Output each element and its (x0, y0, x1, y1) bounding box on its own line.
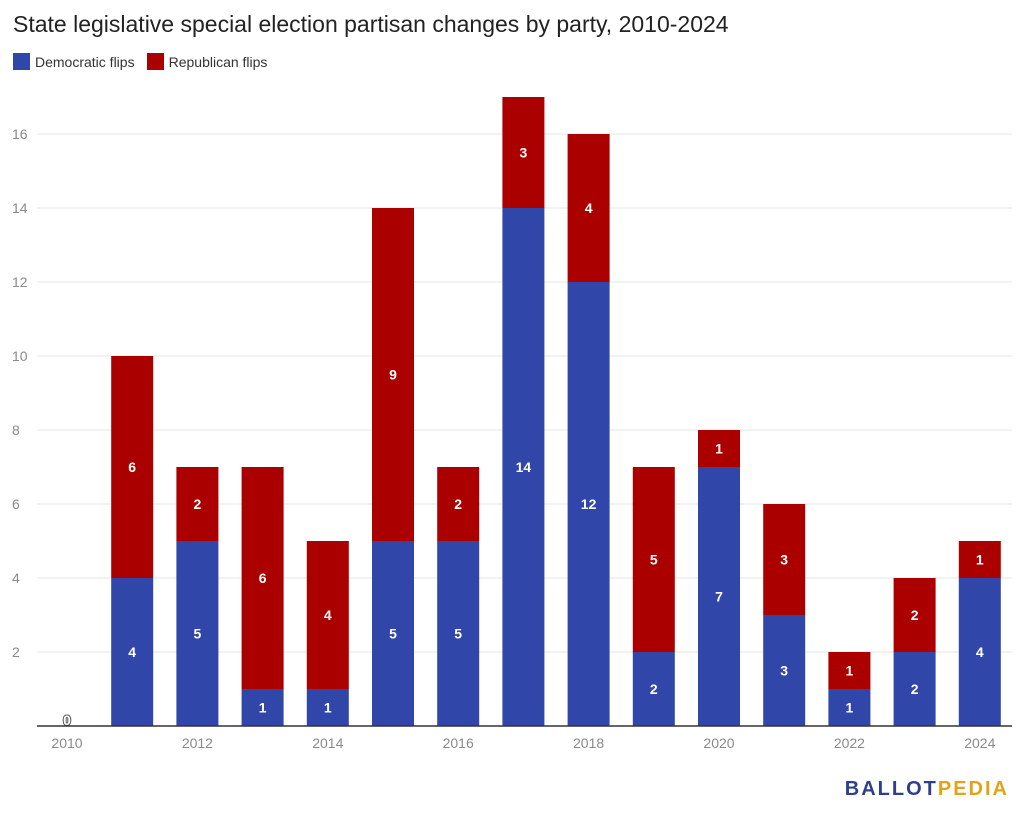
bar-republican (698, 430, 740, 467)
bar-democratic (698, 467, 740, 726)
legend-label-republican: Republican flips (168, 53, 268, 70)
y-tick-label: 4 (12, 570, 20, 586)
legend-item-republican: Republican flips (146, 53, 268, 70)
data-label-democratic: 5 (454, 626, 462, 642)
bar-republican (176, 467, 219, 541)
data-label-republican: 4 (324, 607, 332, 623)
bar-republican (437, 467, 480, 541)
data-label-republican: 2 (454, 496, 462, 512)
logo-part-pedia: PEDIA (937, 778, 1009, 800)
legend: Democratic flips Republican flips (13, 53, 279, 70)
legend-label-democratic: Democratic flips (35, 53, 135, 70)
data-label-democratic: 2 (650, 681, 658, 697)
bar-democratic (176, 541, 219, 726)
x-tick-label: 2020 (703, 735, 734, 751)
data-label-democratic: 1 (846, 700, 854, 716)
x-tick-label: 2024 (964, 735, 995, 751)
bar-democratic (241, 689, 284, 726)
bar-democratic (763, 615, 806, 726)
data-label-republican: 5 (650, 552, 658, 568)
data-label-democratic: 3 (780, 663, 788, 679)
bar-democratic (502, 208, 545, 726)
bar-democratic (437, 541, 480, 726)
data-label-democratic: 5 (194, 626, 202, 642)
y-tick-label: 12 (12, 274, 28, 290)
bar-republican (763, 504, 806, 615)
y-tick-label: 8 (12, 422, 20, 438)
data-label-republican: 2 (911, 607, 919, 623)
bar-democratic (958, 578, 1001, 726)
data-label-democratic: 2 (911, 681, 919, 697)
bar-democratic (567, 282, 610, 726)
bar-democratic (372, 541, 414, 726)
legend-item-democratic: Democratic flips (13, 53, 135, 70)
data-label-democratic: 1 (259, 700, 267, 716)
x-tick-label: 2016 (443, 735, 474, 751)
bar-republican (111, 356, 154, 578)
y-tick-label: 14 (12, 200, 28, 216)
chart-title: State legislative special election parti… (13, 11, 729, 37)
bar-republican (958, 541, 1001, 578)
data-label-republican: 4 (585, 200, 593, 216)
data-label-republican: 6 (259, 570, 267, 586)
data-label-democratic: 14 (516, 459, 532, 475)
y-tick-label: 10 (12, 348, 28, 364)
bar-republican (567, 134, 610, 282)
data-label-democratic: 1 (324, 700, 332, 716)
legend-swatch-republican (146, 53, 164, 70)
x-tick-label: 2014 (312, 735, 343, 751)
bar-democratic (632, 652, 675, 726)
data-label-democratic: 7 (715, 589, 723, 605)
data-label-democratic: 5 (389, 626, 397, 642)
data-label-republican: 2 (194, 496, 202, 512)
legend-swatch-democratic (13, 53, 30, 70)
bar-democratic (111, 578, 154, 726)
bar-republican (828, 652, 871, 689)
data-label-republican: 6 (128, 459, 136, 475)
data-label-republican: 1 (846, 663, 854, 679)
x-tick-label: 2022 (834, 735, 865, 751)
x-tick-label: 2018 (573, 735, 604, 751)
bar-democratic (893, 652, 936, 726)
data-label-democratic: 4 (976, 644, 984, 660)
y-tick-label: 6 (12, 496, 20, 512)
bar-republican (241, 467, 284, 689)
logo-part-ballot: BALLOT (844, 778, 938, 800)
bar-republican (306, 541, 349, 689)
data-label-republican: 1 (976, 552, 984, 568)
bar-republican (632, 467, 675, 652)
data-label-republican: 9 (389, 367, 397, 383)
data-label-republican: 3 (780, 552, 788, 568)
y-tick-label: 16 (12, 126, 28, 142)
bar-democratic (306, 689, 349, 726)
data-label-republican: 3 (520, 145, 528, 161)
bar-republican (502, 97, 545, 208)
bar-democratic (828, 689, 871, 726)
data-label-republican: 1 (715, 441, 723, 457)
data-label-democratic: 12 (581, 496, 597, 512)
x-tick-label: 2012 (182, 735, 213, 751)
bar-republican (372, 208, 414, 541)
data-label-zero: 0 (63, 712, 71, 728)
ballotpedia-logo: BALLOTPEDIA (845, 778, 1009, 801)
data-label-democratic: 4 (128, 644, 136, 660)
y-tick-label: 2 (12, 644, 20, 660)
x-tick-label: 2010 (51, 735, 82, 751)
bar-republican (893, 578, 936, 652)
